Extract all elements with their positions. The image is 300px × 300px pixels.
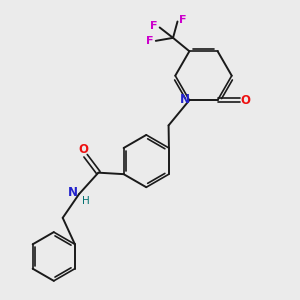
Text: N: N <box>68 186 78 199</box>
Text: F: F <box>146 36 154 46</box>
Text: F: F <box>150 21 158 31</box>
Text: O: O <box>79 143 88 156</box>
Text: F: F <box>179 15 187 25</box>
Text: N: N <box>180 93 190 106</box>
Text: O: O <box>241 94 251 106</box>
Text: H: H <box>82 196 89 206</box>
